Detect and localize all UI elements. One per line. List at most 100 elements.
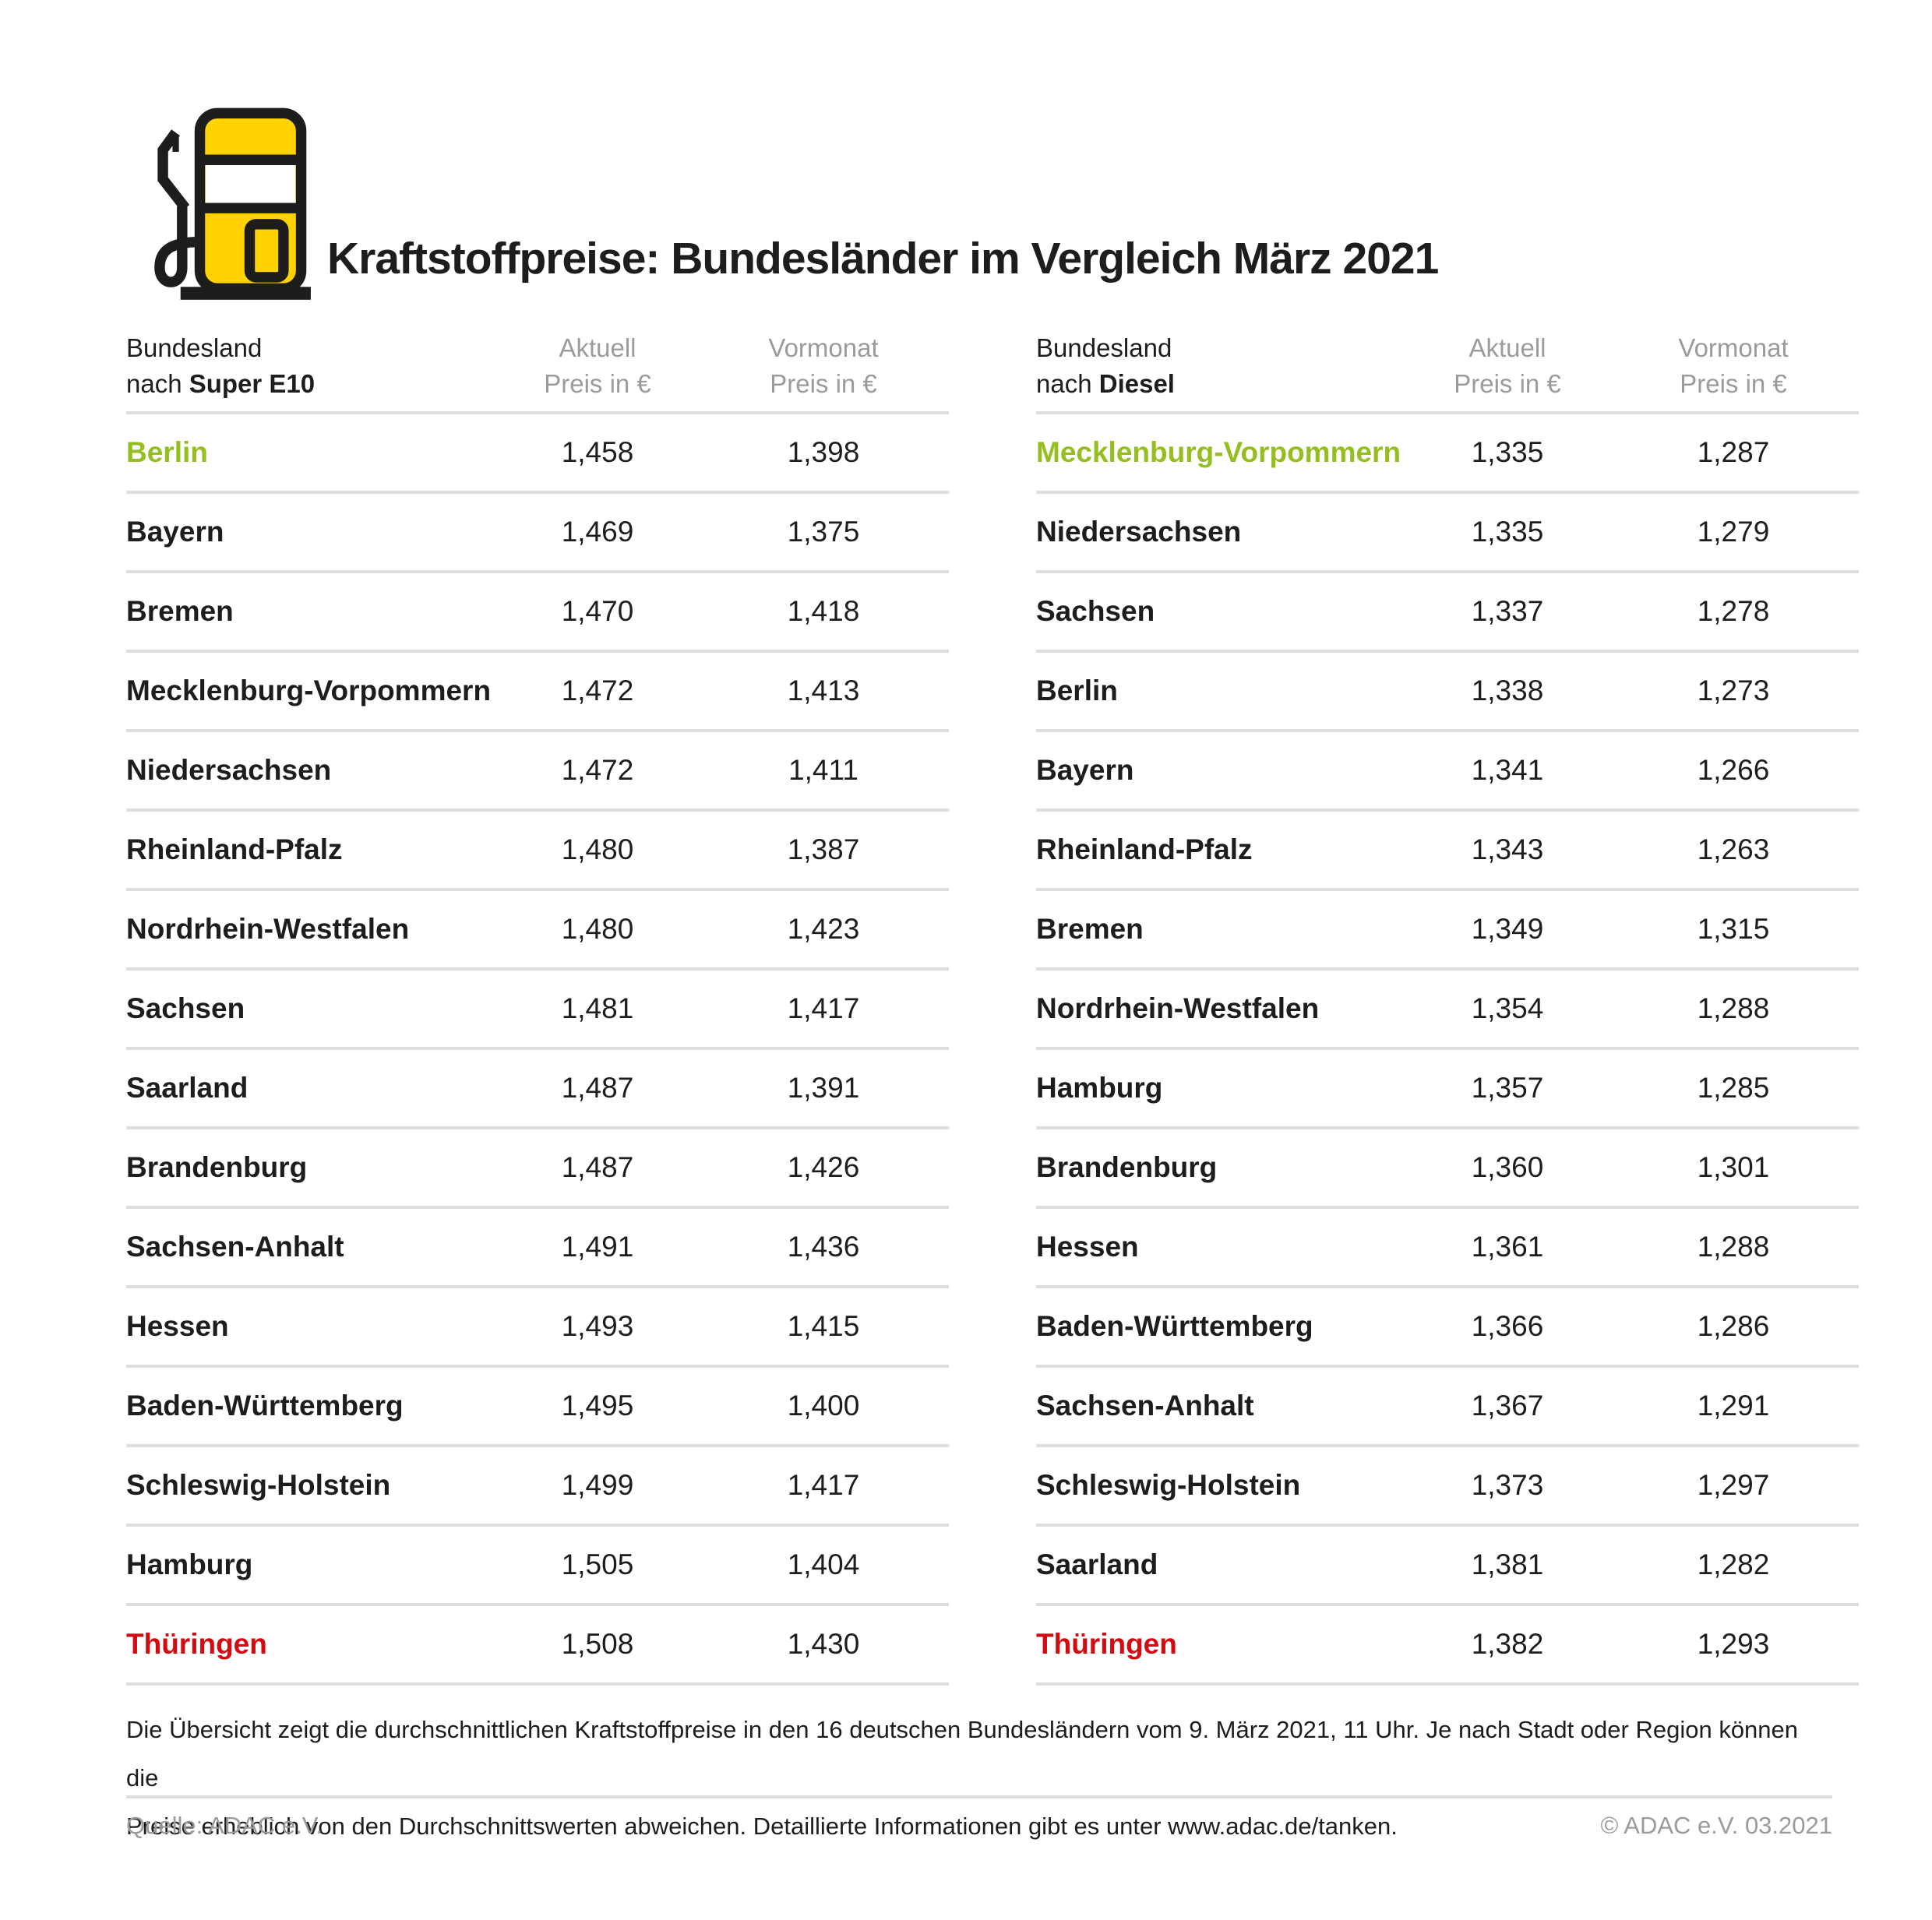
price-vormonat: 1,423 (787, 913, 860, 945)
table-row: Brandenburg 1,487 1,426 (126, 1129, 949, 1209)
table-row: Mecklenburg-Vorpommern 1,472 1,413 (126, 653, 949, 732)
price-aktuell: 1,338 (1471, 675, 1544, 706)
state-name: Thüringen (1036, 1628, 1177, 1660)
column-header-aktuell-unit: Preis in € (544, 369, 651, 398)
copyright-label: © ADAC e.V. 03.2021 (1600, 1812, 1832, 1839)
table-diesel: Bundesland nach Diesel Aktuell Preis in … (1036, 330, 1859, 1686)
price-vormonat: 1,263 (1697, 833, 1770, 865)
price-vormonat: 1,315 (1697, 913, 1770, 945)
state-name: Hamburg (1036, 1072, 1163, 1104)
price-aktuell: 1,493 (561, 1310, 634, 1342)
state-name: Brandenburg (126, 1151, 308, 1183)
price-vormonat: 1,404 (787, 1548, 860, 1580)
table-row: Sachsen 1,337 1,278 (1036, 573, 1859, 653)
state-name: Baden-Württemberg (1036, 1310, 1313, 1342)
price-vormonat: 1,288 (1697, 1231, 1770, 1263)
price-aktuell: 1,458 (561, 436, 634, 468)
price-vormonat: 1,266 (1697, 754, 1770, 786)
column-header-aktuell: Aktuell (1468, 333, 1546, 362)
price-vormonat: 1,291 (1697, 1390, 1770, 1422)
state-name: Hessen (126, 1310, 229, 1342)
state-name: Niedersachsen (126, 754, 332, 786)
column-header-aktuell: Aktuell (559, 333, 636, 362)
price-aktuell: 1,343 (1471, 833, 1544, 865)
table-row: Nordrhein-Westfalen 1,480 1,423 (126, 891, 949, 971)
price-aktuell: 1,487 (561, 1151, 634, 1183)
table-row: Berlin 1,338 1,273 (1036, 653, 1859, 732)
state-name: Baden-Württemberg (126, 1390, 404, 1422)
state-name: Schleswig-Holstein (126, 1469, 391, 1501)
state-name: Rheinland-Pfalz (126, 833, 343, 865)
column-header-vormonat-unit: Preis in € (1680, 369, 1787, 398)
price-aktuell: 1,337 (1471, 595, 1544, 627)
price-vormonat: 1,286 (1697, 1310, 1770, 1342)
footnote: Die Übersicht zeigt die durchschnittlich… (126, 1706, 1832, 1851)
price-aktuell: 1,508 (561, 1628, 634, 1660)
price-vormonat: 1,398 (787, 436, 860, 468)
price-aktuell: 1,357 (1471, 1072, 1544, 1104)
column-header-vormonat: Vormonat (768, 333, 879, 362)
table-row: Berlin 1,458 1,398 (126, 414, 949, 494)
state-name: Thüringen (126, 1628, 267, 1660)
fuel-type-label: Super E10 (189, 369, 316, 398)
column-header-bundesland: Bundesland (1036, 333, 1172, 362)
price-vormonat: 1,417 (787, 992, 860, 1024)
price-aktuell: 1,472 (561, 754, 634, 786)
table-row: Rheinland-Pfalz 1,343 1,263 (1036, 812, 1859, 891)
table-row: Saarland 1,381 1,282 (1036, 1527, 1859, 1606)
column-header-aktuell-unit: Preis in € (1454, 369, 1561, 398)
table-row: Sachsen 1,481 1,417 (126, 971, 949, 1050)
table-row: Hessen 1,493 1,415 (126, 1288, 949, 1368)
price-aktuell: 1,381 (1471, 1548, 1544, 1580)
price-vormonat: 1,285 (1697, 1072, 1770, 1104)
price-aktuell: 1,487 (561, 1072, 634, 1104)
state-name: Schleswig-Holstein (1036, 1469, 1301, 1501)
table-row: Baden-Württemberg 1,495 1,400 (126, 1368, 949, 1447)
table-super-e10: Bundesland nach Super E10 Aktuell Preis … (126, 330, 949, 1686)
state-name: Saarland (126, 1072, 249, 1104)
price-vormonat: 1,387 (787, 833, 860, 865)
table-row: Hamburg 1,505 1,404 (126, 1527, 949, 1606)
fuel-pump-icon (111, 104, 312, 305)
table-row: Bremen 1,349 1,315 (1036, 891, 1859, 971)
state-name: Berlin (1036, 675, 1118, 706)
state-name: Berlin (126, 436, 208, 468)
price-aktuell: 1,382 (1471, 1628, 1544, 1660)
price-vormonat: 1,297 (1697, 1469, 1770, 1501)
price-vormonat: 1,273 (1697, 675, 1770, 706)
price-vormonat: 1,391 (787, 1072, 860, 1104)
price-aktuell: 1,335 (1471, 516, 1544, 548)
table-row: Baden-Württemberg 1,366 1,286 (1036, 1288, 1859, 1368)
column-header-vormonat-unit: Preis in € (770, 369, 877, 398)
table-row: Mecklenburg-Vorpommern 1,335 1,287 (1036, 414, 1859, 494)
price-aktuell: 1,499 (561, 1469, 634, 1501)
price-vormonat: 1,430 (787, 1628, 860, 1660)
price-vormonat: 1,282 (1697, 1548, 1770, 1580)
footnote-line-1: Die Übersicht zeigt die durchschnittlich… (126, 1716, 1799, 1791)
table-row: Bremen 1,470 1,418 (126, 573, 949, 653)
table-body-super-e10: Berlin 1,458 1,398 Bayern 1,469 1,375 Br… (126, 414, 949, 1686)
price-vormonat: 1,301 (1697, 1151, 1770, 1183)
price-aktuell: 1,373 (1471, 1469, 1544, 1501)
price-vormonat: 1,415 (787, 1310, 860, 1342)
price-aktuell: 1,480 (561, 913, 634, 945)
price-aktuell: 1,361 (1471, 1231, 1544, 1263)
price-vormonat: 1,436 (787, 1231, 860, 1263)
column-header-bundesland: Bundesland (126, 333, 263, 362)
price-aktuell: 1,335 (1471, 436, 1544, 468)
table-body-diesel: Mecklenburg-Vorpommern 1,335 1,287 Niede… (1036, 414, 1859, 1686)
price-aktuell: 1,367 (1471, 1390, 1544, 1422)
table-row: Thüringen 1,382 1,293 (1036, 1606, 1859, 1686)
table-header: Bundesland nach Super E10 Aktuell Preis … (126, 330, 949, 414)
state-name: Sachsen (1036, 595, 1155, 627)
footnote-line-2: Preise erheblich von den Durchschnittswe… (126, 1813, 1398, 1840)
table-row: Bayern 1,341 1,266 (1036, 732, 1859, 812)
table-row: Saarland 1,487 1,391 (126, 1050, 949, 1129)
source-label: Quelle: ADAC e.V. (126, 1812, 323, 1839)
price-aktuell: 1,472 (561, 675, 634, 706)
state-name: Mecklenburg-Vorpommern (1036, 436, 1401, 468)
table-row: Sachsen-Anhalt 1,367 1,291 (1036, 1368, 1859, 1447)
footer-divider (126, 1795, 1832, 1798)
price-aktuell: 1,491 (561, 1231, 634, 1263)
price-aktuell: 1,341 (1471, 754, 1544, 786)
